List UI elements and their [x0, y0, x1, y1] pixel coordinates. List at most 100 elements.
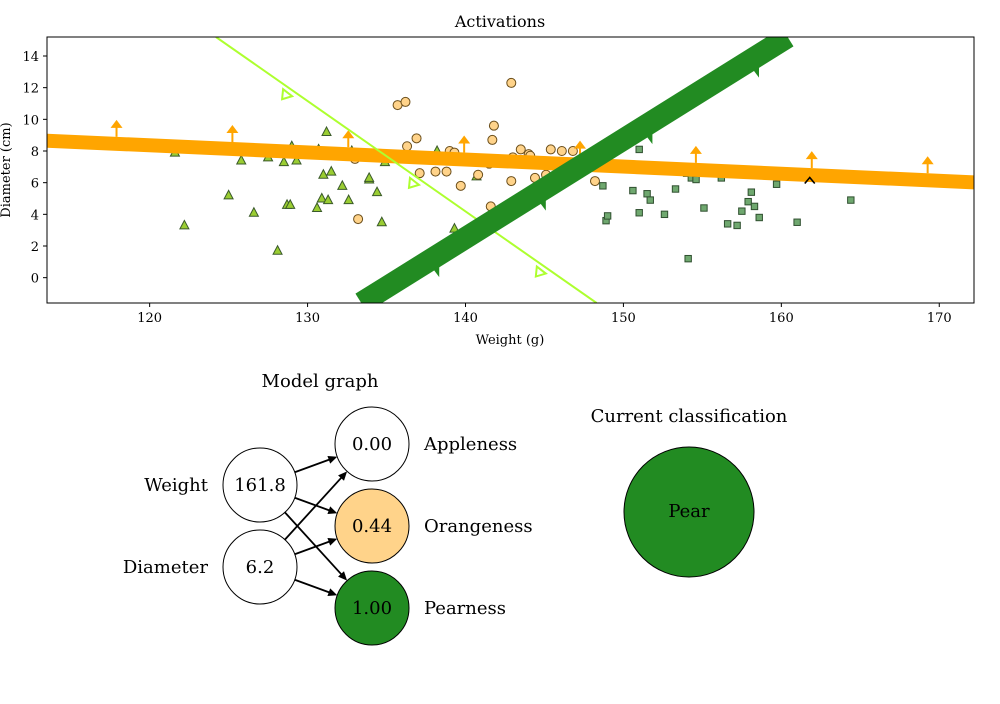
x-tick-label: 130 [295, 311, 320, 326]
scatter-point-triangle [278, 156, 290, 167]
graph-edge [284, 511, 344, 577]
line-arrow-head [921, 156, 934, 165]
scatter-point-circle [353, 214, 364, 225]
line-arrow-head [689, 145, 702, 154]
output-circle-appleness [334, 406, 410, 482]
scatter-point-circle [400, 96, 411, 107]
scatter-point-circle [506, 77, 517, 88]
scatter-point-triangle [272, 244, 283, 255]
y-tick-label: 10 [22, 113, 39, 128]
scatter-point-circle [506, 176, 517, 187]
scatter-point-triangle [291, 154, 302, 165]
graph-edge [284, 475, 344, 541]
output-node-orangeness: 0.44 Orangeness [334, 488, 533, 564]
line-arrow-head [539, 198, 546, 211]
line-arrow-head [805, 151, 818, 160]
output-label-appleness: Appleness [423, 434, 517, 455]
input-value-weight: 161.8 [234, 475, 286, 496]
graph-edge-arrowhead [327, 588, 338, 596]
scatter-point-square [744, 197, 752, 206]
graph-edge [294, 496, 332, 513]
graph-edge-arrowhead [327, 538, 338, 546]
x-tick-label: 160 [769, 311, 794, 326]
line-arrow-head [280, 87, 295, 101]
output-circle-pearness [334, 570, 410, 646]
y-tick-label: 0 [31, 272, 39, 287]
y-tick-label: 12 [22, 82, 39, 97]
input-node-weight: Weight 161.8 [144, 447, 298, 523]
scatter-point-circle [589, 176, 600, 187]
line-arrow-head [407, 175, 422, 190]
x-tick-label: 170 [927, 311, 952, 326]
scatter-point-circle [487, 134, 498, 145]
model-graph-title: Model graph [262, 371, 379, 392]
axis-ticks: 120 130 140 150 160 170 0 2 4 6 8 10 12 14 [22, 50, 951, 326]
decision-line [47, 133, 974, 190]
scatter-point-square [700, 204, 708, 212]
y-tick-label: 6 [31, 177, 39, 192]
line-arrow-head [226, 125, 239, 134]
scatter-point-square [646, 196, 654, 204]
output-value-appleness: 0.00 [352, 434, 392, 455]
scatter-point-circle [515, 144, 526, 155]
scatter-point-square [635, 145, 643, 154]
y-tick-label: 4 [31, 208, 39, 223]
line-arrow-head [458, 135, 471, 144]
x-axis-label: Weight (g) [476, 333, 545, 348]
scatter-point-circle [402, 141, 413, 152]
scatter-point-circle [545, 144, 556, 155]
scatter-point-square [772, 180, 781, 188]
graph-edge-arrowhead [327, 456, 338, 464]
scatter-point-triangle [321, 125, 332, 136]
line-arrow-head [342, 130, 355, 139]
scatter-point-square [747, 188, 756, 196]
line-arrow-head [534, 264, 548, 278]
scatter-point-square [723, 220, 732, 228]
current-sample-marker [804, 176, 816, 185]
y-tick-label: 14 [22, 50, 39, 65]
input-node-diameter: Diameter 6.2 [123, 529, 298, 605]
plot-frame [46, 36, 975, 304]
scatter-point-circle [414, 168, 425, 179]
line-arrow-head [646, 132, 653, 145]
scatter-point-square [692, 175, 700, 184]
scatter-point-square [733, 221, 741, 230]
decision-line [215, 37, 598, 303]
scatter-point-square [750, 202, 759, 211]
y-tick-label: 8 [31, 145, 39, 160]
input-label-weight: Weight [144, 475, 209, 496]
plot-area [47, 37, 974, 303]
graph-edge [294, 539, 332, 556]
scatter-point-square [684, 254, 692, 263]
scatter-point-triangle [376, 216, 388, 227]
input-circle-weight [222, 447, 298, 523]
scatter-point-square [643, 190, 651, 198]
scatter-point-triangle [336, 179, 348, 190]
scatter-point-circle [430, 166, 441, 177]
graph-edge-arrowhead [338, 571, 348, 581]
classification-title: Current classification [591, 406, 788, 427]
scatter-point-triangle [316, 192, 328, 203]
scatter-point-triangle [325, 165, 337, 176]
scatter-point-triangle [311, 201, 323, 212]
scatter-point-square [603, 212, 612, 220]
scatter-point-square [755, 213, 763, 222]
scatter-point-square [671, 185, 680, 193]
decision-line [355, 37, 794, 303]
line-arrow-head [433, 265, 440, 278]
output-label-pearness: Pearness [424, 598, 506, 619]
classification-label: Pear [668, 501, 710, 522]
scatter-point-triangle [322, 194, 334, 205]
scatter-point-circle [556, 146, 567, 156]
scatter-point-circle [441, 166, 452, 177]
scatter-point-circle [411, 133, 422, 144]
scatter-point-circle [567, 146, 578, 156]
scatter-point-triangle [284, 198, 296, 209]
x-tick-label: 150 [611, 311, 636, 326]
scatter-point-triangle [318, 168, 329, 179]
scatter-point-triangle [223, 189, 234, 200]
output-value-pearness: 1.00 [352, 598, 392, 619]
scatter-point-circle [488, 120, 499, 131]
scatter-point-triangle [343, 194, 354, 205]
output-value-orangeness: 0.44 [352, 516, 392, 537]
